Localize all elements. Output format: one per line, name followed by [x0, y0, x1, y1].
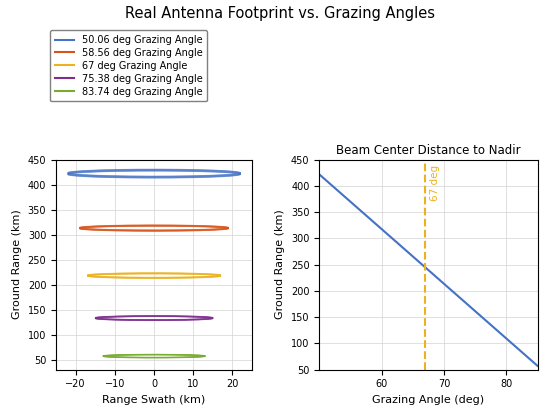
Legend: 50.06 deg Grazing Angle, 58.56 deg Grazing Angle, 67 deg Grazing Angle, 75.38 de: 50.06 deg Grazing Angle, 58.56 deg Grazi… — [50, 30, 207, 102]
X-axis label: Grazing Angle (deg): Grazing Angle (deg) — [372, 395, 484, 405]
Y-axis label: Ground Range (km): Ground Range (km) — [12, 210, 22, 320]
Y-axis label: Ground Range (km): Ground Range (km) — [276, 210, 285, 320]
Text: 67 deg: 67 deg — [430, 165, 440, 201]
Title: Beam Center Distance to Nadir: Beam Center Distance to Nadir — [336, 144, 521, 157]
Text: Real Antenna Footprint vs. Grazing Angles: Real Antenna Footprint vs. Grazing Angle… — [125, 6, 435, 21]
X-axis label: Range Swath (km): Range Swath (km) — [102, 395, 206, 405]
